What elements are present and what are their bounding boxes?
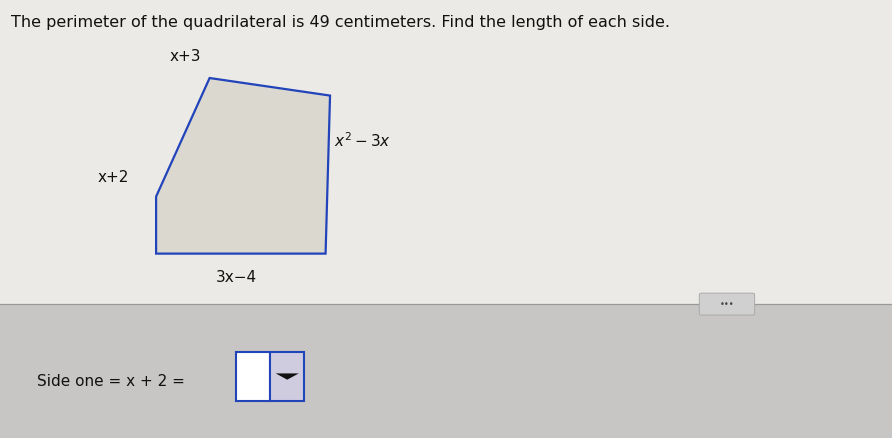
Polygon shape (276, 374, 299, 380)
FancyBboxPatch shape (236, 353, 270, 401)
FancyBboxPatch shape (270, 353, 304, 401)
Text: $x^2 - 3x$: $x^2 - 3x$ (334, 131, 392, 149)
Text: The perimeter of the quadrilateral is 49 centimeters. Find the length of each si: The perimeter of the quadrilateral is 49… (11, 15, 670, 30)
Text: Side one = x + 2 =: Side one = x + 2 = (37, 374, 186, 389)
FancyBboxPatch shape (0, 0, 892, 304)
Polygon shape (156, 79, 330, 254)
FancyBboxPatch shape (699, 293, 755, 315)
FancyBboxPatch shape (0, 304, 892, 438)
Text: x+3: x+3 (169, 49, 202, 64)
Text: 3x−4: 3x−4 (216, 269, 257, 284)
Text: x+2: x+2 (98, 170, 129, 185)
Text: •••: ••• (720, 300, 734, 308)
